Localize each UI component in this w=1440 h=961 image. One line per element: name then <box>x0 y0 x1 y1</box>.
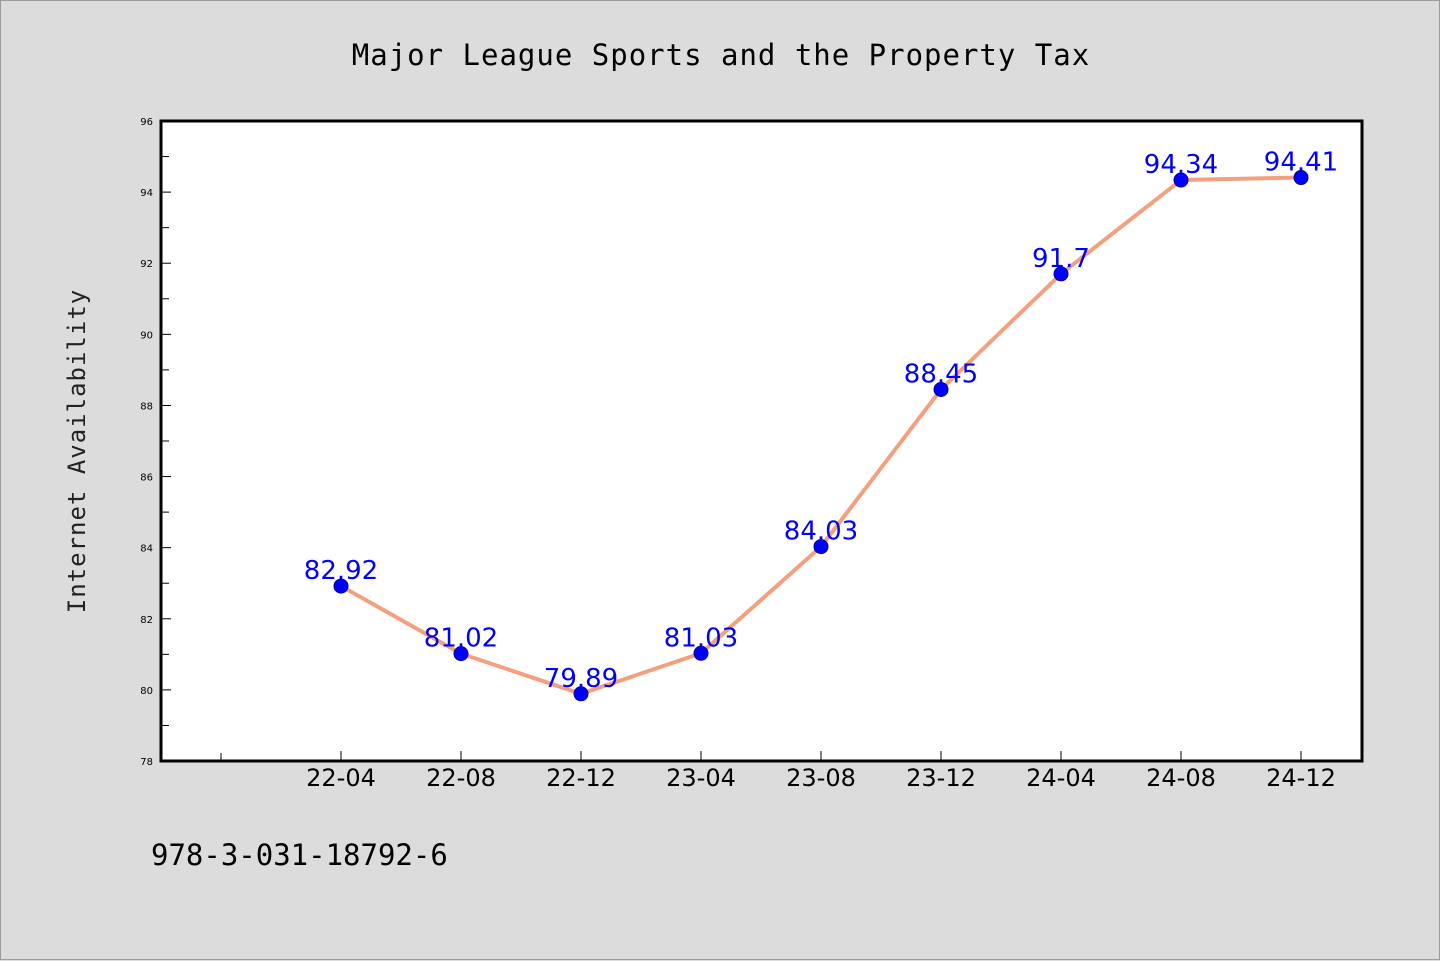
data-points <box>333 170 1309 702</box>
x-tick-label: 23-12 <box>906 764 976 792</box>
y-axis-label: Internet Availability <box>63 289 91 613</box>
data-point <box>1293 170 1309 186</box>
y-tick-label: 90 <box>140 330 153 341</box>
y-tick-label: 94 <box>140 188 153 199</box>
y-tick-label: 84 <box>140 544 153 555</box>
y-axis-ticks: 78 80 82 84 86 88 90 92 94 96 <box>140 117 171 768</box>
data-labels: 82.92 81.02 79.89 81.03 84.03 88.45 91.7 94.34 9… <box>304 148 1338 694</box>
y-tick-label: 78 <box>140 757 153 768</box>
data-point <box>693 645 709 661</box>
y-tick-label: 82 <box>140 615 153 626</box>
x-tick-label: 22-04 <box>306 764 376 792</box>
y-tick-label: 86 <box>140 473 153 484</box>
x-tick-label: 23-08 <box>786 764 856 792</box>
data-label: 81.02 <box>424 624 498 654</box>
data-point <box>1053 266 1069 282</box>
data-label: 81.03 <box>664 623 738 653</box>
x-tick-label: 22-08 <box>426 764 496 792</box>
y-tick-label: 88 <box>140 401 153 412</box>
data-label: 79.89 <box>544 664 618 694</box>
x-tick-label: 24-04 <box>1026 764 1096 792</box>
data-point <box>933 381 949 397</box>
data-label: 82.92 <box>304 556 378 586</box>
x-axis-ticks: 22-04 22-08 22-12 23-04 23-08 23-12 24-04 24-08… <box>220 751 1336 792</box>
data-point <box>573 686 589 702</box>
data-point <box>1173 172 1189 188</box>
x-tick-label: 24-12 <box>1266 764 1336 792</box>
data-point <box>333 578 349 594</box>
y-tick-label: 92 <box>140 259 153 270</box>
plot-area <box>159 119 1364 763</box>
x-tick-label: 22-12 <box>546 764 616 792</box>
data-label: 91.7 <box>1032 244 1090 274</box>
y-tick-label: 96 <box>140 117 153 128</box>
isbn-text: 978-3-031-18792-6 <box>151 838 448 872</box>
data-label: 84.03 <box>784 517 858 547</box>
data-label: 94.41 <box>1264 148 1338 178</box>
chart-title: Major League Sports and the Property Tax <box>352 38 1090 72</box>
y-tick-label: 80 <box>140 686 153 697</box>
data-point <box>453 646 469 662</box>
x-tick-label: 23-04 <box>666 764 736 792</box>
x-tick-label: 24-08 <box>1146 764 1216 792</box>
data-label: 94.34 <box>1144 150 1218 180</box>
data-point <box>813 539 829 555</box>
data-label: 88.45 <box>904 359 978 389</box>
